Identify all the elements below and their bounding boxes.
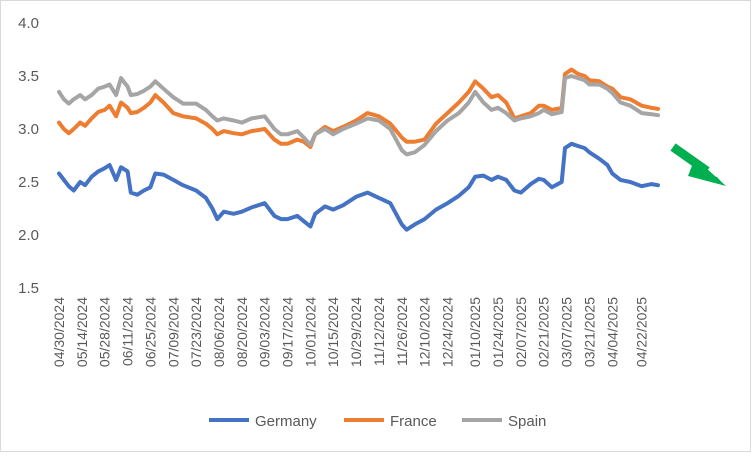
legend-label-spain: Spain — [508, 413, 546, 430]
x-tick-label: 09/03/2024 — [257, 297, 273, 367]
x-tick-label: 01/24/2025 — [490, 297, 506, 367]
y-tick-label: 4.0 — [18, 15, 39, 32]
legend-label-france: France — [390, 413, 437, 430]
x-tick-label: 03/07/2025 — [559, 297, 575, 367]
legend: Germany France Spain — [209, 413, 546, 430]
x-tick-label: 11/26/2024 — [394, 297, 410, 366]
trend-arrow-tip — [688, 158, 726, 186]
x-tick-label: 02/21/2025 — [536, 297, 552, 367]
x-tick-label: 02/07/2025 — [513, 297, 529, 367]
y-tick-label: 3.0 — [18, 121, 39, 138]
x-tick-label: 07/23/2024 — [188, 297, 204, 367]
x-tick-label: 10/15/2024 — [325, 297, 341, 367]
x-tick-label: 11/12/2024 — [371, 297, 387, 366]
x-tick-label: 08/20/2024 — [234, 297, 250, 367]
y-tick-label: 1.5 — [18, 280, 39, 297]
x-axis-tick-labels: 04/30/2024 05/14/2024 05/28/2024 06/11/2024… — [51, 297, 650, 367]
x-tick-label: 08/06/2024 — [211, 297, 227, 367]
series-line-germany — [57, 141, 660, 232]
x-tick-label: 09/17/2024 — [280, 297, 296, 367]
x-tick-label: 04/04/2025 — [604, 297, 620, 367]
y-tick-label: 2.0 — [18, 227, 39, 244]
x-tick-label: 03/21/2025 — [581, 297, 597, 367]
series-lines — [57, 67, 660, 232]
y-axis-tick-labels: 1.5 2.0 2.5 3.0 3.5 4.0 — [18, 15, 39, 297]
x-tick-label: 10/01/2024 — [302, 297, 318, 367]
trend-arrow — [670, 143, 726, 186]
series-line-spain — [57, 74, 660, 157]
legend-label-germany: Germany — [255, 413, 317, 430]
x-tick-label: 01/10/2025 — [467, 297, 483, 367]
x-tick-label: 12/24/2024 — [439, 297, 455, 367]
y-tick-label: 2.5 — [18, 174, 39, 191]
x-tick-label: 05/14/2024 — [74, 297, 90, 367]
x-tick-label: 12/10/2024 — [417, 297, 433, 367]
x-tick-label: 10/29/2024 — [348, 297, 364, 367]
x-tick-label: 04/22/2025 — [634, 297, 650, 367]
series-line-france — [57, 67, 660, 149]
x-tick-label: 06/11/2024 — [120, 297, 136, 366]
x-tick-label: 07/09/2024 — [165, 297, 181, 367]
x-tick-label: 04/30/2024 — [51, 297, 67, 367]
y-tick-label: 3.5 — [18, 68, 39, 85]
x-tick-label: 05/28/2024 — [97, 297, 113, 367]
x-tick-label: 06/25/2024 — [142, 297, 158, 367]
